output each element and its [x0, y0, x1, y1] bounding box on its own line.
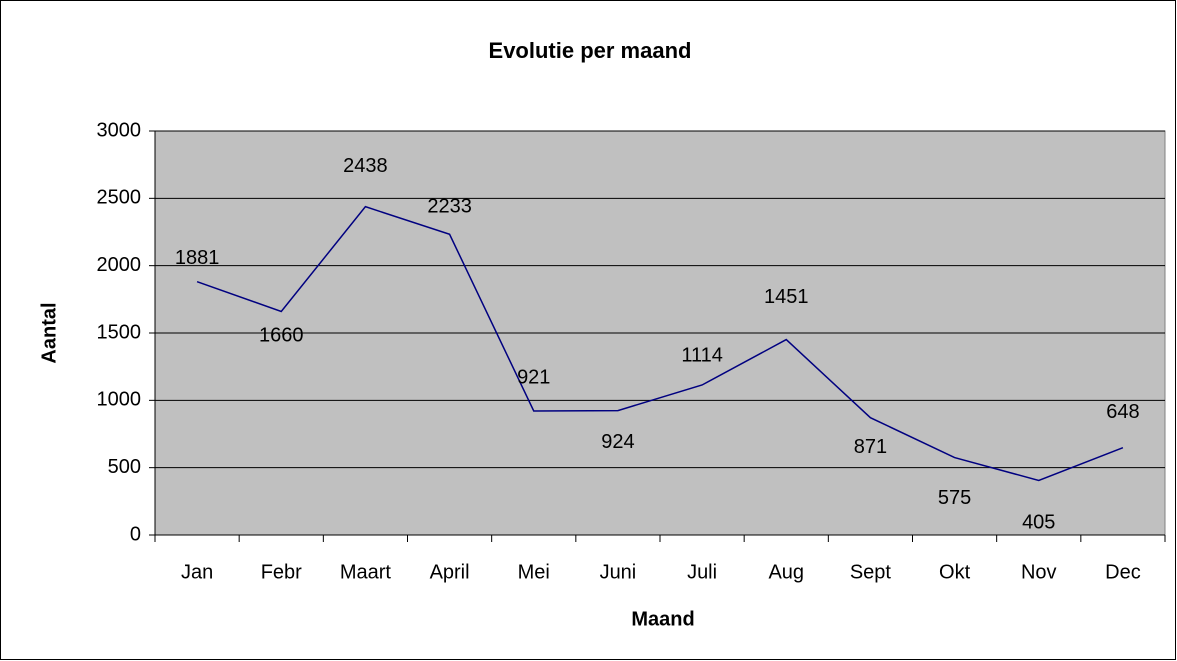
- data-label: 1114: [681, 344, 723, 366]
- y-tick-label: 500: [108, 456, 141, 478]
- y-axis-title: Aantal: [38, 302, 60, 363]
- data-label: 871: [854, 436, 887, 458]
- y-tick-label: 3000: [97, 119, 142, 141]
- data-label: 921: [517, 366, 550, 388]
- x-tick-label: Juni: [600, 561, 637, 583]
- data-label: 924: [601, 431, 634, 453]
- x-tick-label: Dec: [1105, 561, 1141, 583]
- x-tick-label: Juli: [687, 561, 717, 583]
- data-label: 1451: [764, 286, 809, 308]
- line: [196, 205, 1124, 482]
- x-tick-label: Aug: [768, 561, 804, 583]
- x-axis-title: Maand: [631, 608, 694, 630]
- x-tick-label: Sept: [850, 561, 892, 583]
- x-tick-label: Maart: [340, 561, 392, 583]
- x-tick-label: April: [430, 561, 470, 583]
- data-label: 648: [1106, 401, 1139, 423]
- chart-title: Evolutie per maand: [489, 38, 692, 63]
- data-label: 1660: [259, 325, 304, 347]
- y-tick-label: 1000: [97, 389, 142, 411]
- y-tick-label: 2000: [97, 254, 142, 276]
- data-label: 1881: [175, 247, 220, 269]
- y-tick-label: 2500: [97, 187, 142, 209]
- data-label: 2438: [343, 155, 388, 177]
- x-tick-label: Mei: [518, 561, 550, 583]
- x-tick-label: Nov: [1021, 561, 1057, 583]
- data-label: 575: [938, 487, 971, 509]
- data-label: 2233: [427, 196, 472, 218]
- x-tick-label: Jan: [181, 561, 213, 583]
- x-tick-label: Febr: [261, 561, 302, 583]
- y-tick-label: 1500: [97, 321, 142, 343]
- y-tick-label: 0: [130, 523, 141, 545]
- data-label: 405: [1022, 512, 1055, 534]
- x-tick-label: Okt: [939, 561, 971, 583]
